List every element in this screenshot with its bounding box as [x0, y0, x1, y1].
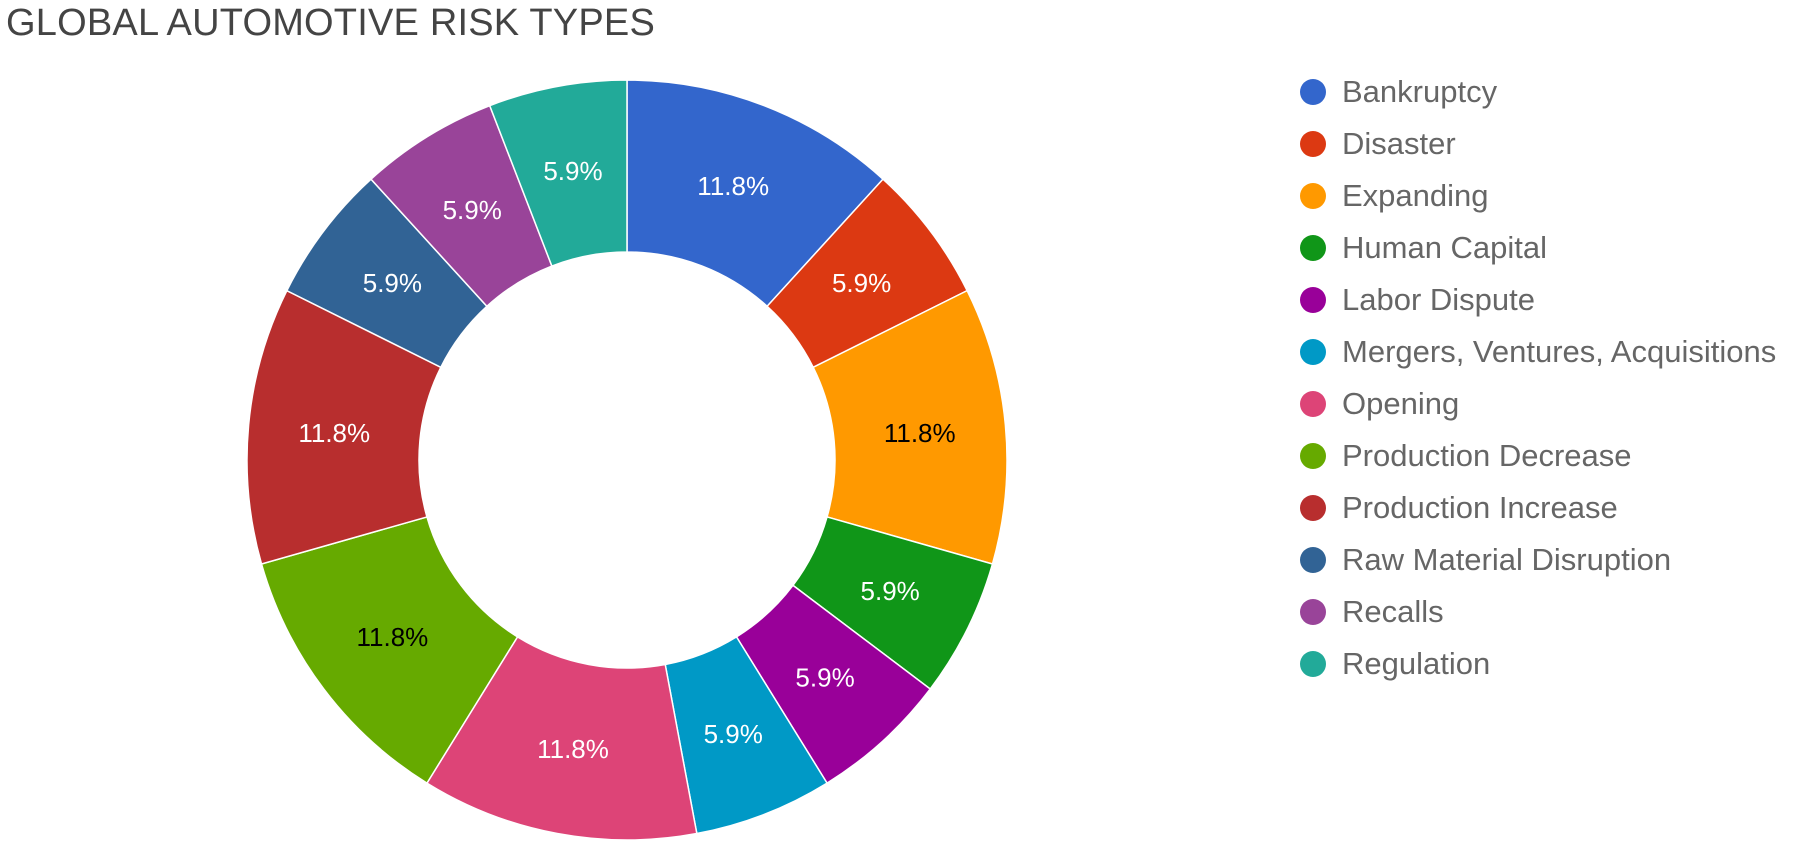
legend-label: Recalls	[1342, 594, 1444, 629]
legend-swatch-production-decrease	[1300, 443, 1326, 469]
legend-swatch-human-capital	[1300, 235, 1326, 261]
legend-swatch-bankruptcy	[1300, 79, 1326, 105]
slice-production-decrease	[260, 515, 519, 785]
donut-slices	[246, 79, 1008, 841]
slice-expanding	[812, 289, 1008, 565]
chart-legend: Bankruptcy Disaster Expanding Human Capital…	[1300, 66, 1776, 690]
legend-label: Production Decrease	[1342, 438, 1632, 473]
slice-label-mergers-ventures-acquisitions: 5.9%	[704, 719, 763, 749]
legend-label: Bankruptcy	[1342, 74, 1498, 109]
slice-label-regulation: 5.9%	[543, 156, 602, 186]
legend-swatch-production-increase	[1300, 495, 1326, 521]
legend-label: Raw Material Disruption	[1342, 542, 1672, 577]
chart-title: GLOBAL AUTOMOTIVE RISK TYPES	[6, 2, 655, 44]
legend-item-mergers-ventures-acquisitions: Mergers, Ventures, Acquisitions	[1300, 326, 1776, 378]
slice-label-bankruptcy: 11.8%	[697, 171, 769, 201]
legend-swatch-recalls	[1300, 599, 1326, 625]
legend-swatch-raw-material-disruption	[1300, 547, 1326, 573]
slice-label-opening: 11.8%	[537, 734, 609, 764]
legend-item-raw-material-disruption: Raw Material Disruption	[1300, 534, 1776, 586]
legend-item-labor-dispute: Labor Dispute	[1300, 274, 1776, 326]
legend-item-human-capital: Human Capital	[1300, 222, 1776, 274]
legend-label: Human Capital	[1342, 230, 1548, 265]
legend-label: Production Increase	[1342, 490, 1618, 525]
slice-label-raw-material-disruption: 5.9%	[363, 268, 422, 298]
slice-label-labor-dispute: 5.9%	[795, 662, 854, 692]
slice-production-increase	[246, 289, 442, 565]
slice-label-expanding: 11.8%	[884, 418, 956, 448]
slice-label-production-decrease: 11.8%	[356, 622, 428, 652]
slice-label-human-capital: 5.9%	[861, 576, 920, 606]
slice-labels: 11.8% 5.9% 11.8% 5.9% 5.9% 5.9% 11.8% 11.8% 11.8…	[298, 156, 955, 764]
legend-label: Mergers, Ventures, Acquisitions	[1342, 334, 1777, 369]
legend-item-expanding: Expanding	[1300, 170, 1776, 222]
legend-swatch-opening	[1300, 391, 1326, 417]
legend-swatch-regulation	[1300, 651, 1326, 677]
legend-label: Labor Dispute	[1342, 282, 1536, 317]
legend-label: Disaster	[1342, 126, 1456, 161]
legend-swatch-expanding	[1300, 183, 1326, 209]
slice-regulation	[488, 79, 628, 268]
slice-opening	[425, 635, 698, 841]
legend-item-disaster: Disaster	[1300, 118, 1776, 170]
slice-label-recalls: 5.9%	[443, 195, 502, 225]
legend-item-bankruptcy: Bankruptcy	[1300, 66, 1776, 118]
slice-label-disaster: 5.9%	[832, 268, 891, 298]
legend-swatch-labor-dispute	[1300, 287, 1326, 313]
legend-item-production-increase: Production Increase	[1300, 482, 1776, 534]
legend-label: Regulation	[1342, 646, 1491, 681]
legend-swatch-disaster	[1300, 131, 1326, 157]
legend-swatch-mergers-ventures-acquisitions	[1300, 339, 1326, 365]
legend-label: Expanding	[1342, 178, 1489, 213]
legend-item-regulation: Regulation	[1300, 638, 1776, 690]
legend-item-opening: Opening	[1300, 378, 1776, 430]
legend-item-production-decrease: Production Decrease	[1300, 430, 1776, 482]
slice-bankruptcy	[626, 79, 885, 308]
legend-label: Opening	[1342, 386, 1460, 421]
legend-item-recalls: Recalls	[1300, 586, 1776, 638]
slice-label-production-increase: 11.8%	[298, 418, 370, 448]
